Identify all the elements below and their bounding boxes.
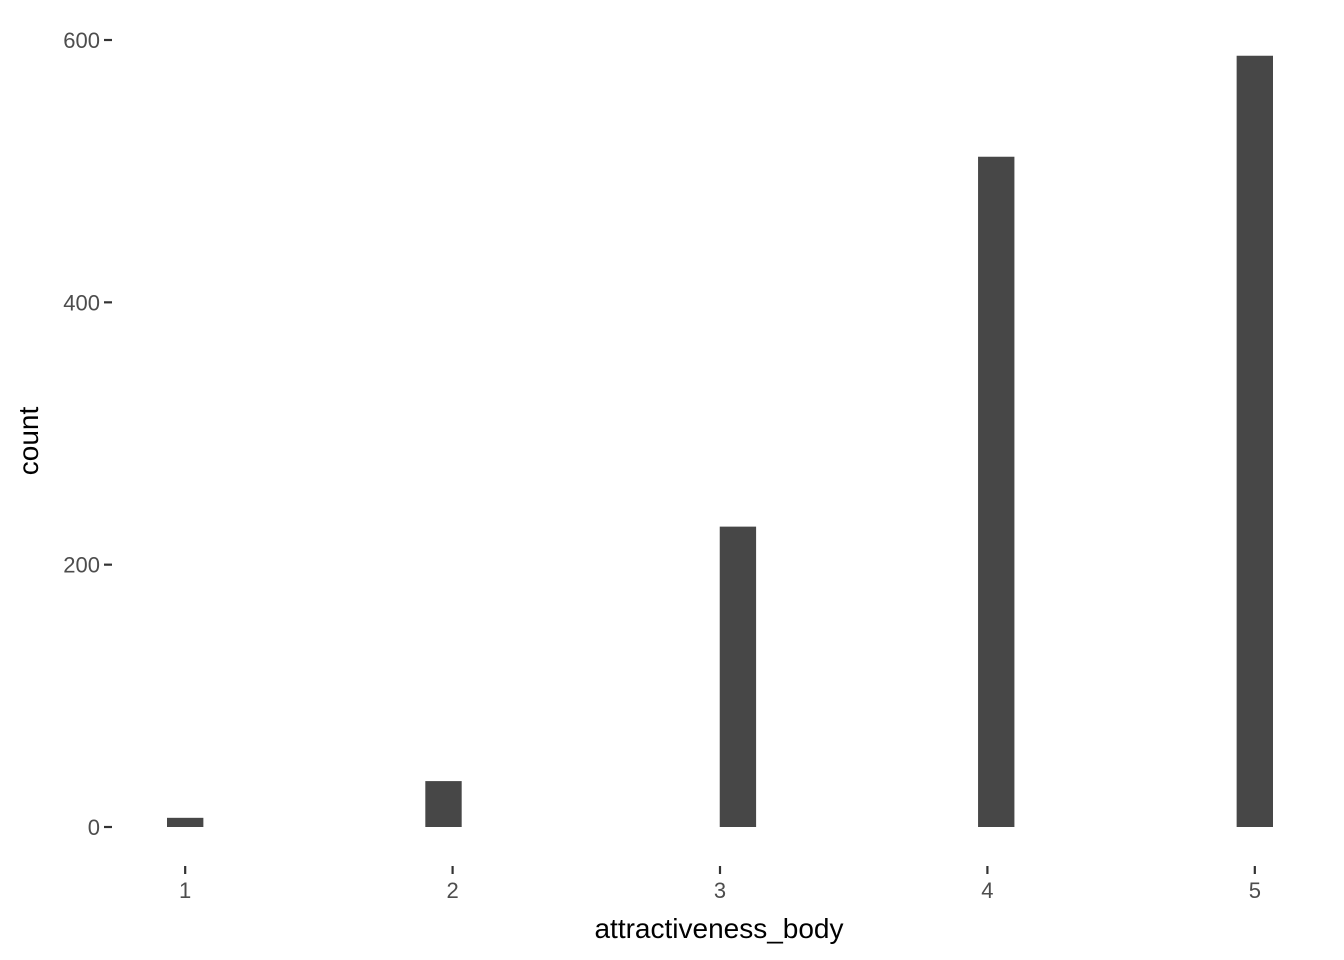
bar-5 bbox=[1236, 55, 1273, 828]
x-axis-title: attractiveness_body bbox=[594, 913, 843, 944]
y-axis: 0 200 400 600 bbox=[63, 28, 112, 840]
y-axis-title: count bbox=[13, 407, 44, 476]
y-tick-label: 400 bbox=[63, 290, 100, 315]
bar-4 bbox=[978, 156, 1015, 827]
bar-3 bbox=[719, 526, 757, 827]
y-tick-label: 200 bbox=[63, 553, 100, 578]
y-tick-label: 0 bbox=[88, 815, 100, 840]
x-tick-label: 2 bbox=[446, 878, 458, 903]
bars-layer bbox=[167, 55, 1273, 828]
x-tick-label: 5 bbox=[1249, 878, 1261, 903]
y-tick-label: 600 bbox=[63, 28, 100, 53]
bar-2 bbox=[425, 781, 462, 827]
bar-1 bbox=[167, 817, 204, 827]
x-tick-label: 3 bbox=[714, 878, 726, 903]
x-tick-label: 4 bbox=[981, 878, 993, 903]
x-tick-label: 1 bbox=[179, 878, 191, 903]
x-axis: 1 2 3 4 5 bbox=[179, 866, 1261, 903]
